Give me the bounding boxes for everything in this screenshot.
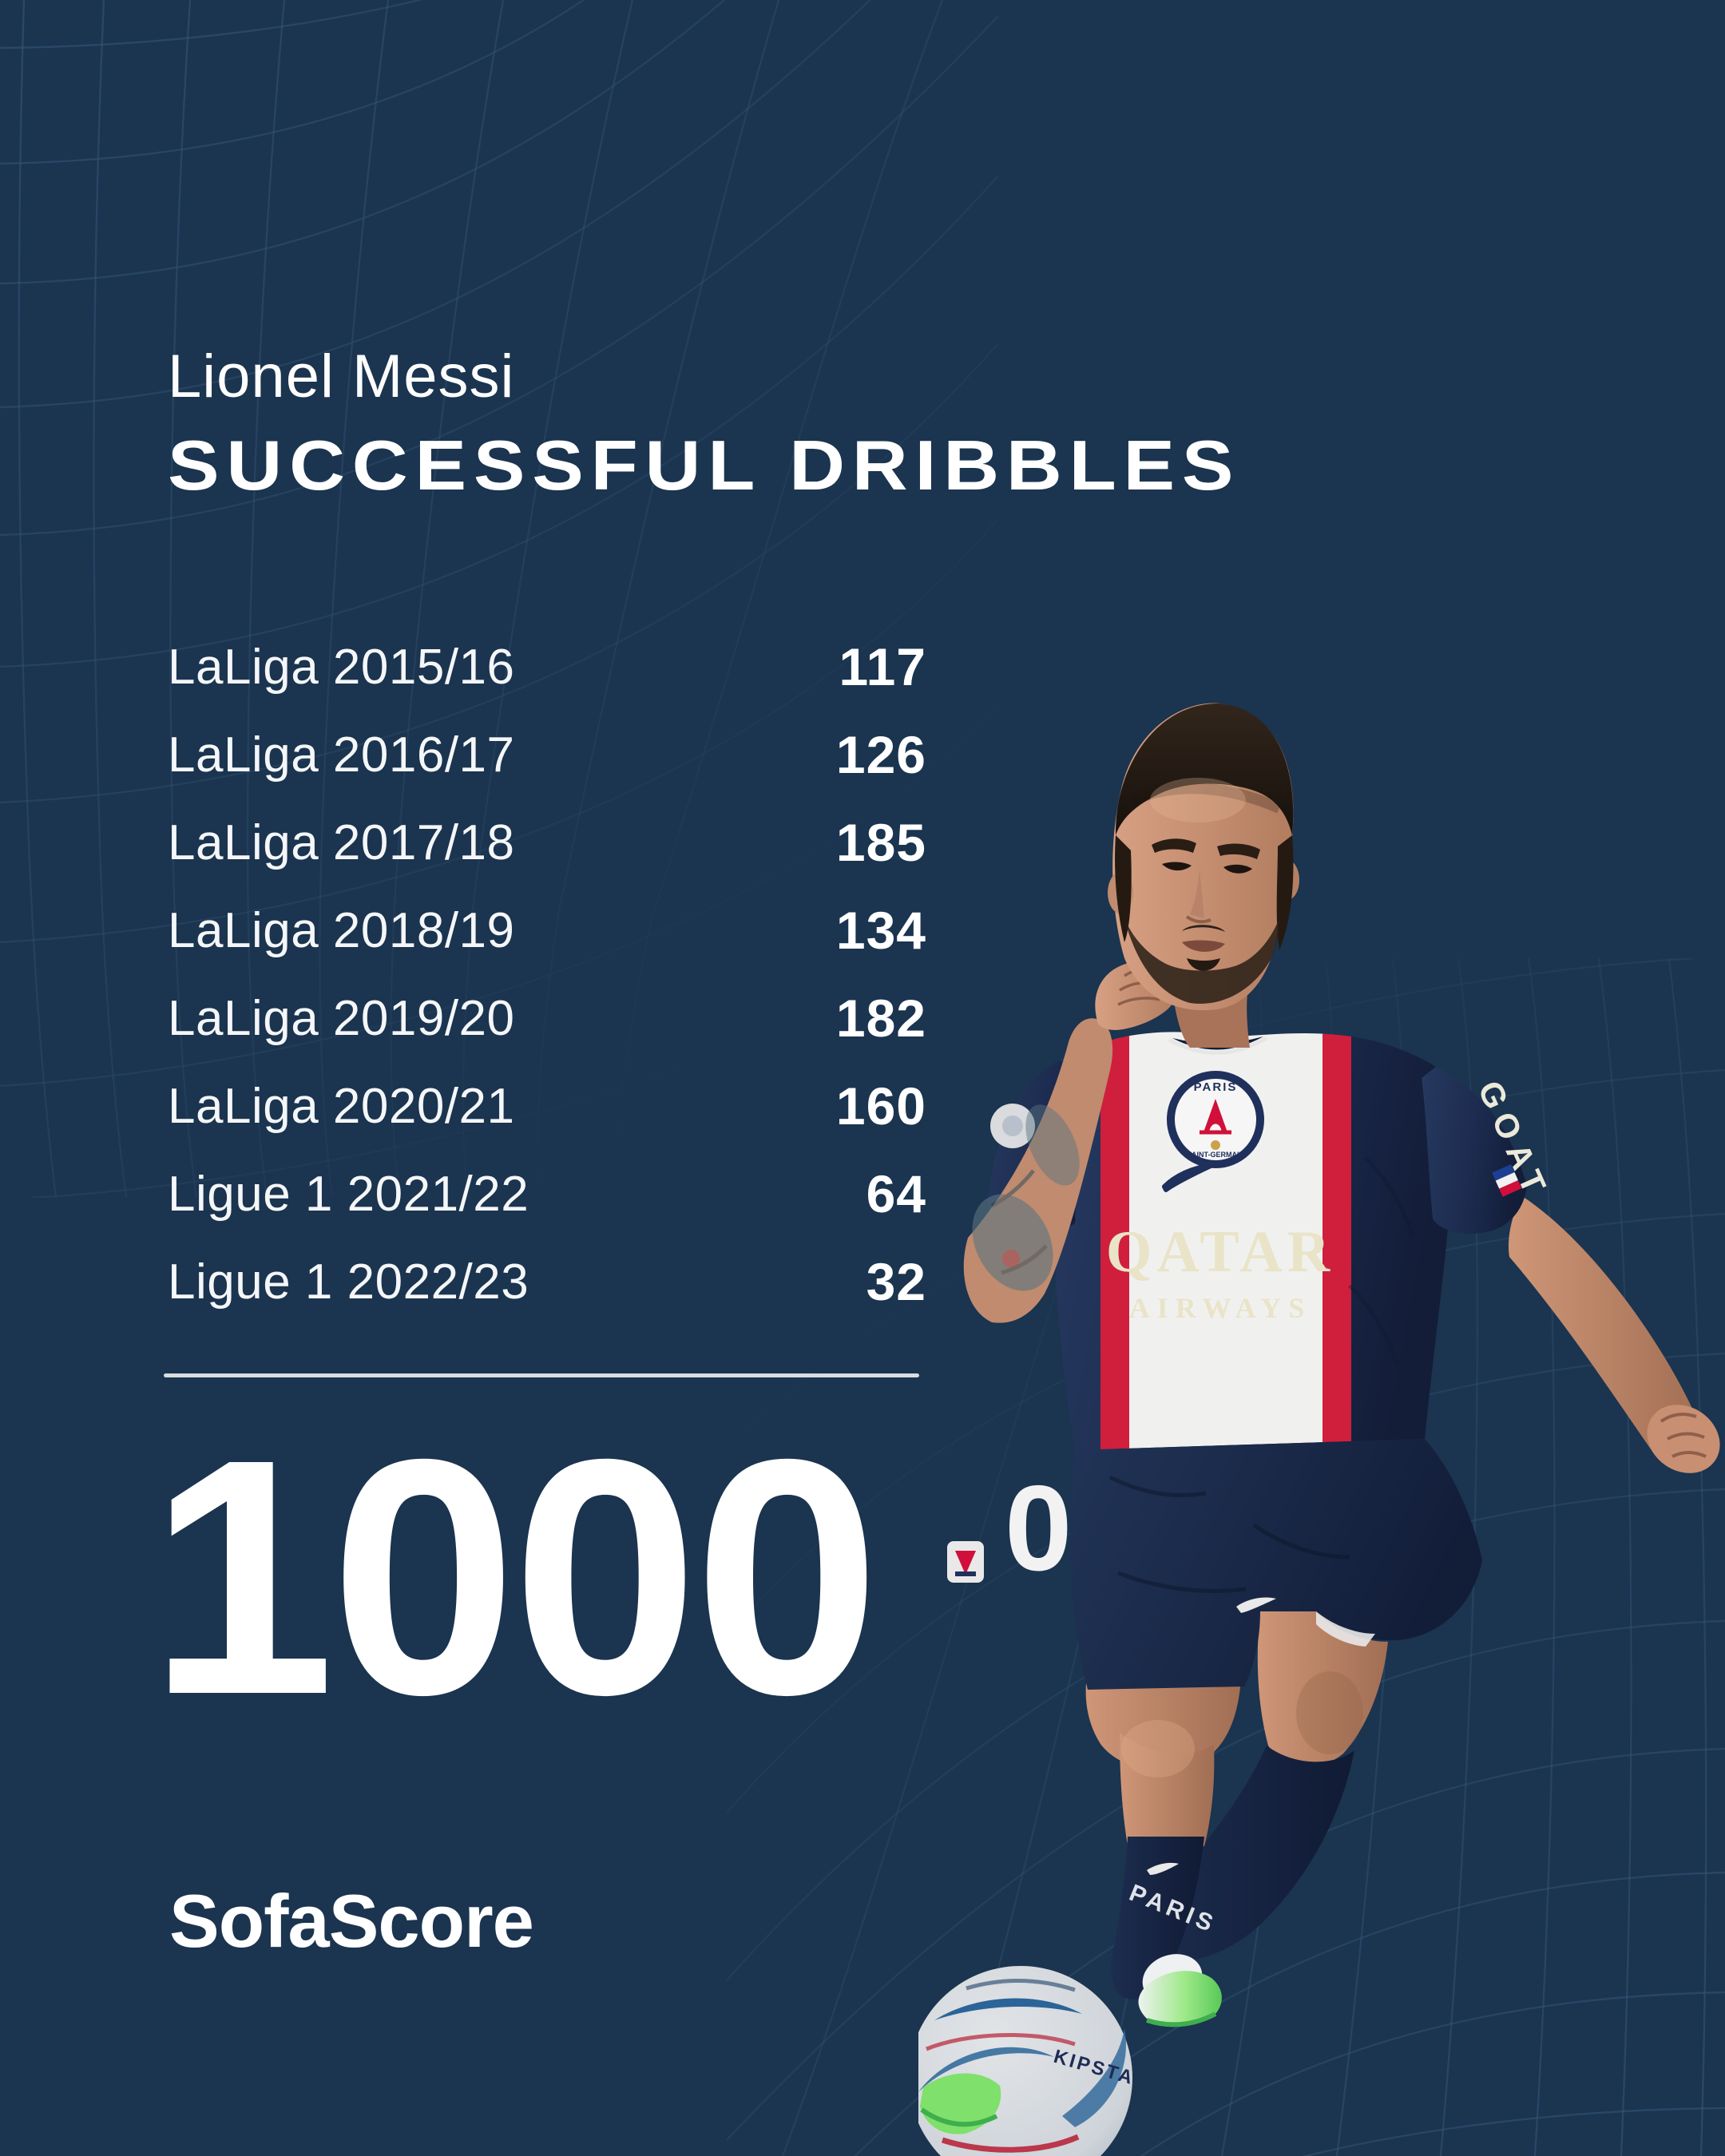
messi-shorts: 0: [947, 1439, 1482, 1690]
stat-label: LaLiga 2015/16: [168, 639, 515, 695]
stat-value: 160: [835, 1076, 926, 1135]
stat-row: LaLiga 2018/19 134: [168, 886, 926, 974]
stat-value: 134: [835, 901, 926, 960]
stat-label: LaLiga 2019/20: [168, 990, 515, 1046]
stat-label: LaLiga 2020/21: [168, 1078, 515, 1134]
shorts-swoosh-icon: [1236, 1597, 1276, 1613]
psg-crest-icon: PARIS SAINT-GERMAIN: [1167, 1071, 1264, 1168]
stat-value: 185: [835, 813, 926, 872]
player-name: Lionel Messi: [168, 343, 515, 410]
front-boot: [1138, 1954, 1222, 2027]
airways-wordmark: AIRWAYS: [1129, 1292, 1311, 1324]
stat-value: 64: [866, 1164, 926, 1223]
messi-front-leg: PARIS: [1085, 1678, 1241, 1999]
psg-crest-top-text: PARIS: [1194, 1080, 1238, 1094]
stat-value: 182: [835, 989, 926, 1048]
messi-left-arm: [1508, 1196, 1720, 1473]
france-flag-icon: [1492, 1164, 1522, 1197]
stat-label: Ligue 1 2022/23: [168, 1254, 529, 1310]
shorts-number: 0: [1005, 1460, 1073, 1596]
messi-photo-illustration: PARIS SAINT-GERMAIN QATAR AIRWAYS: [918, 703, 1720, 2156]
stat-label: LaLiga 2017/18: [168, 814, 515, 870]
stats-list: LaLiga 2015/16 117 LaLiga 2016/17 126 La…: [168, 623, 926, 1326]
messi-head: [1108, 703, 1299, 1048]
sock-swoosh-icon: [1147, 1862, 1179, 1875]
total-value: 1000: [149, 1390, 880, 1765]
stat-row: LaLiga 2015/16 117: [168, 623, 926, 711]
stat-value: 32: [866, 1252, 926, 1311]
sofascore-logo: SofaScore: [169, 1879, 534, 1963]
psg-crest-bottom-text: SAINT-GERMAIN: [1187, 1151, 1244, 1159]
stat-value: 117: [839, 637, 926, 696]
nike-swoosh-icon: [1162, 1163, 1213, 1192]
tattoo-detail: [972, 1104, 1080, 1291]
stat-row: Ligue 1 2021/22 64: [168, 1150, 926, 1238]
back-boot: [920, 2073, 1001, 2134]
stat-label: Ligue 1 2021/22: [168, 1166, 529, 1222]
stat-label: LaLiga 2016/17: [168, 727, 515, 783]
shorts-patch-icon: [947, 1541, 984, 1583]
stat-value: 126: [835, 725, 926, 784]
page-title: SUCCESSFUL DRIBBLES: [168, 426, 1241, 505]
stat-row: Ligue 1 2022/23 32: [168, 1238, 926, 1326]
stat-row: LaLiga 2019/20 182: [168, 974, 926, 1062]
stat-row: LaLiga 2017/18 185: [168, 799, 926, 886]
messi-jersey: PARIS SAINT-GERMAIN QATAR AIRWAYS: [1053, 1032, 1451, 1450]
stat-row: LaLiga 2016/17 126: [168, 711, 926, 799]
qatar-wordmark: QATAR: [1106, 1219, 1334, 1285]
stat-label: LaLiga 2018/19: [168, 902, 515, 958]
messi-back-leg: [1140, 1611, 1388, 1961]
messi-right-arm: [963, 961, 1178, 1323]
stat-row: LaLiga 2020/21 160: [168, 1062, 926, 1150]
divider-line: [164, 1373, 919, 1377]
